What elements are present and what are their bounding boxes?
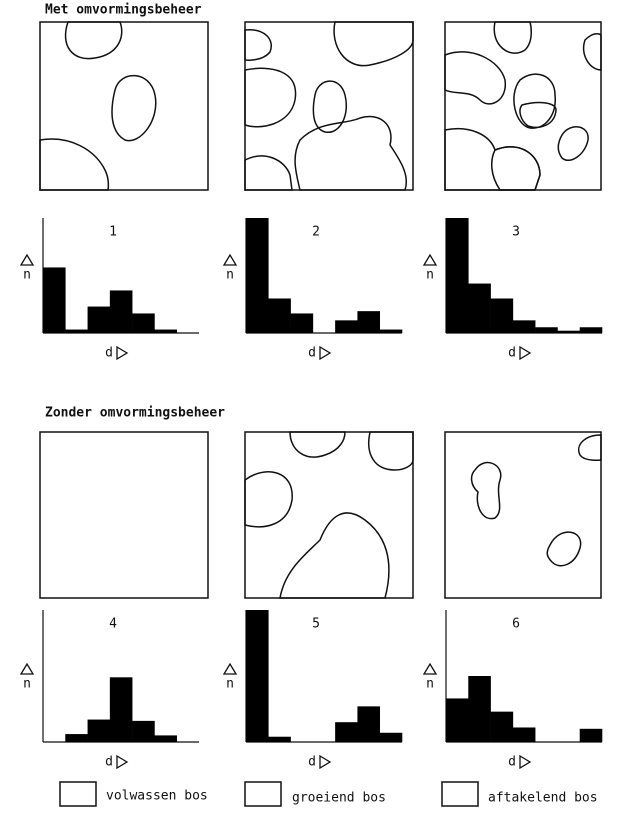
bar bbox=[268, 736, 291, 742]
bar bbox=[512, 727, 536, 742]
x-axis-label: d bbox=[508, 346, 516, 361]
map bbox=[244, 431, 414, 599]
bar bbox=[109, 290, 133, 333]
chart-title: 5 bbox=[312, 617, 320, 632]
bar bbox=[357, 311, 381, 333]
map bbox=[39, 21, 209, 191]
y-axis-label: n bbox=[226, 677, 234, 692]
y-axis-label: n bbox=[226, 268, 234, 283]
bar bbox=[290, 313, 314, 333]
arrow bbox=[19, 662, 35, 675]
bar bbox=[65, 734, 88, 742]
legend-label: aftakelend bos bbox=[488, 791, 598, 806]
bar bbox=[535, 327, 558, 333]
bar bbox=[87, 306, 111, 333]
x-axis-label: d bbox=[508, 755, 516, 770]
bar bbox=[268, 298, 291, 333]
bar bbox=[557, 330, 581, 333]
map bbox=[444, 21, 602, 191]
legend-label: volwassen bos bbox=[106, 789, 208, 804]
bar bbox=[512, 320, 536, 333]
bar bbox=[446, 218, 469, 333]
bar bbox=[379, 732, 403, 742]
x-axis-label: d bbox=[308, 346, 316, 361]
bar bbox=[357, 706, 381, 742]
arrow bbox=[222, 253, 238, 266]
legend-label: groeiend bos bbox=[292, 791, 386, 806]
bar bbox=[246, 610, 269, 742]
arrow bbox=[116, 754, 129, 770]
bar bbox=[132, 720, 155, 742]
heading: Zonder omvormingsbeheer bbox=[45, 406, 225, 421]
bar bbox=[446, 698, 469, 742]
bar bbox=[579, 728, 603, 742]
legend-swatch bbox=[59, 781, 97, 807]
bar bbox=[109, 677, 133, 742]
bar bbox=[154, 735, 178, 742]
bar bbox=[43, 267, 66, 333]
bar bbox=[468, 283, 491, 333]
bar bbox=[490, 298, 514, 333]
x-axis-label: d bbox=[308, 755, 316, 770]
arrow bbox=[519, 754, 532, 770]
x-axis-label: d bbox=[105, 346, 113, 361]
arrow bbox=[19, 253, 35, 266]
chart-title: 4 bbox=[109, 617, 117, 632]
bar bbox=[379, 329, 403, 333]
chart-title: 2 bbox=[312, 225, 320, 240]
chart-title: 3 bbox=[512, 225, 520, 240]
legend-swatch bbox=[244, 781, 282, 807]
bar bbox=[490, 711, 514, 742]
bar bbox=[246, 218, 269, 333]
y-axis-label: n bbox=[23, 677, 31, 692]
arrow bbox=[116, 345, 129, 361]
bar bbox=[87, 719, 111, 742]
bar bbox=[335, 722, 358, 742]
map bbox=[39, 431, 209, 599]
arrow bbox=[319, 754, 332, 770]
bar bbox=[468, 676, 491, 742]
y-axis-label: n bbox=[426, 268, 434, 283]
y-axis-label: n bbox=[426, 677, 434, 692]
bar bbox=[579, 327, 603, 333]
x-axis-label: d bbox=[105, 755, 113, 770]
arrow bbox=[422, 253, 438, 266]
heading: Met omvormingsbeheer bbox=[45, 3, 202, 18]
y-axis-label: n bbox=[23, 268, 31, 283]
bar bbox=[65, 329, 88, 333]
chart-title: 6 bbox=[512, 617, 520, 632]
chart-title: 1 bbox=[109, 225, 117, 240]
arrow bbox=[222, 662, 238, 675]
map bbox=[444, 431, 602, 599]
arrow bbox=[422, 662, 438, 675]
arrow bbox=[519, 345, 532, 361]
bar bbox=[335, 320, 358, 333]
bar bbox=[154, 329, 178, 333]
legend-swatch bbox=[441, 781, 479, 807]
map bbox=[244, 21, 414, 191]
bar bbox=[132, 313, 155, 333]
arrow bbox=[319, 345, 332, 361]
